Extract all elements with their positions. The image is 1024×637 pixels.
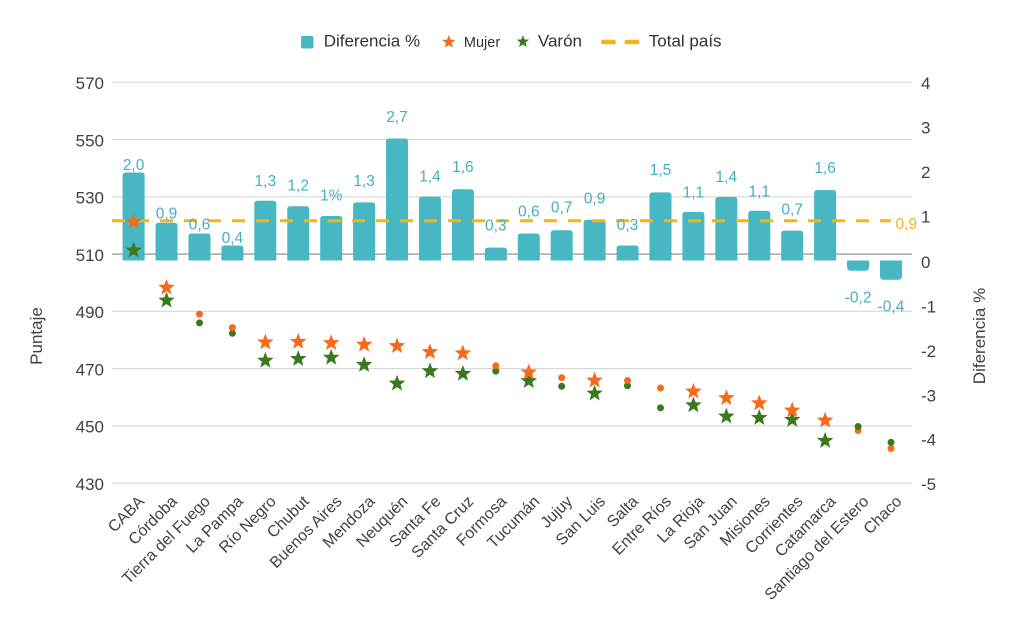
svg-text:-1: -1 — [921, 297, 936, 316]
svg-text:Mujer: Mujer — [464, 35, 500, 51]
svg-text:2,7: 2,7 — [386, 109, 408, 126]
svg-text:450: 450 — [76, 418, 104, 437]
svg-text:530: 530 — [76, 189, 104, 208]
svg-text:1,1: 1,1 — [749, 183, 771, 200]
svg-text:430: 430 — [76, 475, 104, 494]
svg-text:-5: -5 — [921, 475, 936, 494]
svg-text:0,7: 0,7 — [781, 202, 803, 219]
svg-text:570: 570 — [76, 74, 104, 93]
svg-text:0,3: 0,3 — [617, 217, 639, 234]
svg-text:0,7: 0,7 — [551, 200, 573, 217]
svg-text:1%: 1% — [320, 187, 343, 204]
svg-text:1,4: 1,4 — [716, 169, 738, 186]
svg-text:0,9: 0,9 — [896, 216, 918, 233]
svg-text:-4: -4 — [921, 431, 936, 450]
svg-text:1,6: 1,6 — [452, 159, 474, 176]
svg-text:2: 2 — [921, 163, 930, 182]
svg-text:2,0: 2,0 — [123, 157, 145, 174]
svg-text:-0,4: -0,4 — [878, 299, 905, 316]
svg-text:-2: -2 — [921, 342, 936, 361]
svg-text:0,3: 0,3 — [485, 217, 507, 234]
svg-text:Diferencia %: Diferencia % — [970, 288, 989, 384]
svg-text:0,9: 0,9 — [156, 206, 178, 223]
svg-text:1: 1 — [921, 208, 930, 227]
svg-text:-0,2: -0,2 — [845, 289, 872, 306]
svg-text:1,3: 1,3 — [353, 173, 375, 190]
svg-text:3: 3 — [921, 119, 930, 138]
svg-text:1,3: 1,3 — [255, 173, 277, 190]
svg-text:0,4: 0,4 — [222, 230, 244, 247]
svg-text:470: 470 — [76, 360, 104, 379]
svg-text:Total país: Total país — [649, 32, 722, 51]
svg-text:1,1: 1,1 — [683, 185, 705, 202]
svg-text:0,9: 0,9 — [584, 191, 606, 208]
svg-text:Diferencia %: Diferencia % — [324, 32, 420, 51]
svg-text:1,5: 1,5 — [650, 162, 672, 179]
svg-text:Varón: Varón — [538, 32, 582, 51]
svg-text:Puntaje: Puntaje — [27, 307, 46, 365]
svg-text:0,6: 0,6 — [189, 216, 211, 233]
svg-text:550: 550 — [76, 131, 104, 150]
svg-text:510: 510 — [76, 246, 104, 265]
svg-text:1,2: 1,2 — [287, 178, 309, 195]
svg-text:4: 4 — [921, 74, 930, 93]
svg-text:-3: -3 — [921, 386, 936, 405]
svg-text:1,4: 1,4 — [419, 169, 441, 186]
svg-text:0,6: 0,6 — [518, 203, 540, 220]
svg-text:1,6: 1,6 — [814, 160, 836, 177]
svg-text:0: 0 — [921, 253, 930, 272]
svg-text:490: 490 — [76, 303, 104, 322]
